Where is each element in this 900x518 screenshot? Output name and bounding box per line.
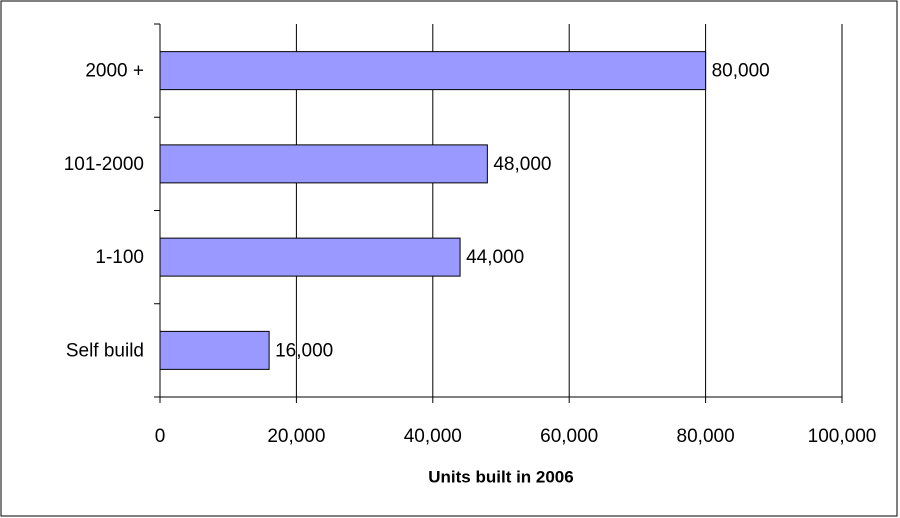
y-tick-label: 101-2000 <box>64 154 144 175</box>
bar <box>159 144 488 184</box>
data-label: 80,000 <box>712 61 770 82</box>
bar <box>159 237 461 277</box>
x-tick-label: 100,000 <box>808 426 877 447</box>
x-tick-label: 80,000 <box>677 426 735 447</box>
y-tick-label: 2000 + <box>85 61 144 82</box>
x-tick-label: 40,000 <box>404 426 462 447</box>
x-axis-title: Units built in 2006 <box>428 467 573 486</box>
y-tick-label: 1-100 <box>95 247 144 268</box>
x-tick-label: 60,000 <box>540 426 598 447</box>
bar <box>159 330 270 370</box>
data-label: 48,000 <box>493 154 551 175</box>
bar <box>159 51 707 91</box>
x-tick-label: 20,000 <box>267 426 325 447</box>
x-tick-label: 0 <box>155 426 166 447</box>
data-label: 44,000 <box>466 247 524 268</box>
data-label: 16,000 <box>275 340 333 361</box>
y-tick-label: Self build <box>66 340 144 361</box>
